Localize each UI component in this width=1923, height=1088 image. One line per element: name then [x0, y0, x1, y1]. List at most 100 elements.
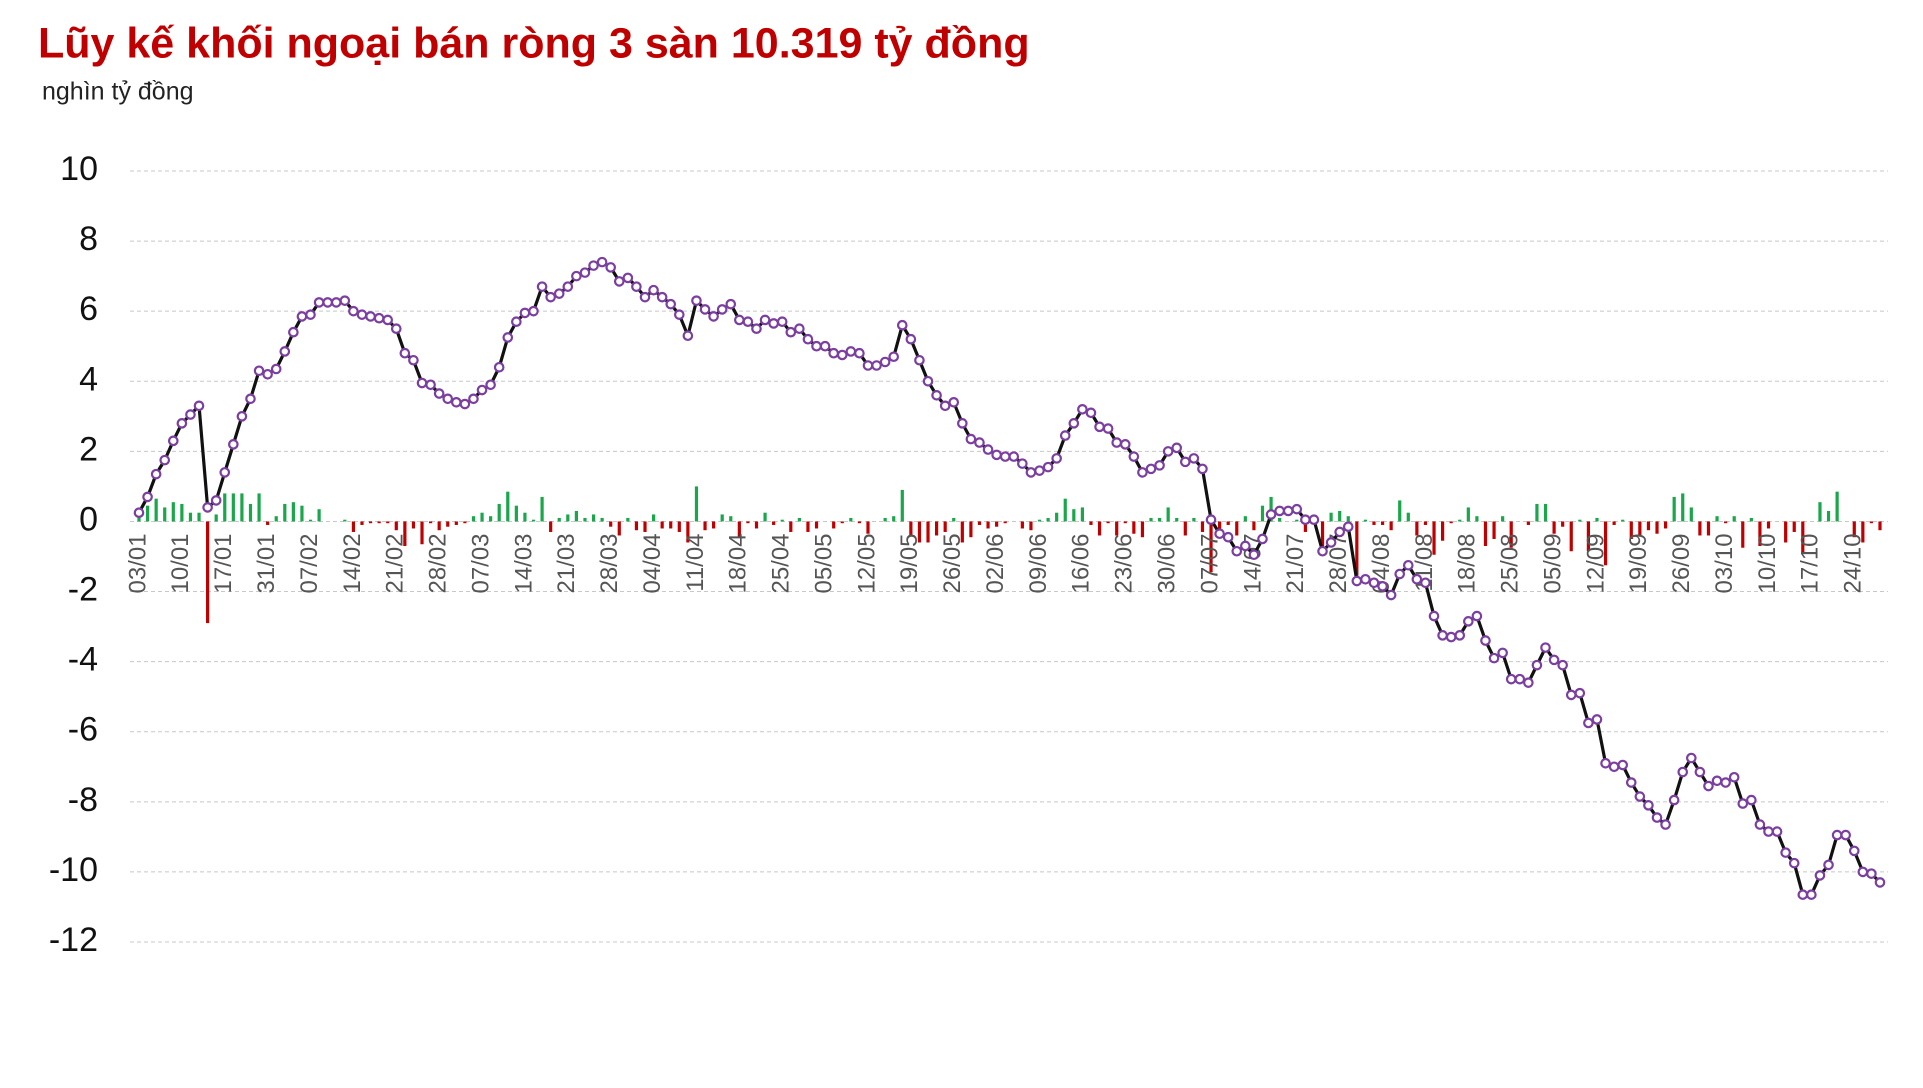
line-marker [270, 363, 282, 375]
line-marker [1128, 451, 1140, 462]
line-marker [1806, 889, 1817, 900]
line-marker [1042, 461, 1054, 473]
bar [1089, 521, 1093, 525]
line-marker [399, 347, 411, 359]
x-tick-label: 18/08 [1454, 533, 1481, 593]
bar [917, 521, 922, 543]
bar [1612, 521, 1616, 525]
bar [540, 496, 544, 522]
line-marker [1823, 859, 1834, 871]
bar [1183, 521, 1187, 536]
bar [471, 516, 476, 522]
line-marker [1677, 766, 1689, 778]
line-marker [1180, 456, 1191, 468]
bar [248, 503, 253, 522]
line-marker [1137, 467, 1148, 478]
line-marker [674, 309, 685, 320]
line-marker [1377, 580, 1388, 592]
bar [343, 519, 347, 522]
bar [1672, 496, 1676, 522]
line-marker [725, 298, 737, 310]
bar [1535, 503, 1539, 522]
bar [1766, 521, 1771, 529]
line-marker [1265, 509, 1277, 520]
bar [223, 493, 227, 522]
bar [1157, 517, 1162, 522]
line-marker [742, 316, 754, 327]
bar [986, 521, 990, 529]
y-tick-label: 0 [79, 500, 98, 538]
x-tick-label: 17/10 [1797, 533, 1824, 593]
bar [1741, 521, 1745, 548]
line-marker [1222, 531, 1234, 543]
line-marker [785, 326, 797, 338]
line-marker [408, 354, 419, 366]
line-marker [1454, 630, 1466, 641]
line-marker [348, 305, 359, 317]
bar [566, 514, 570, 522]
line-marker [751, 323, 762, 335]
y-tick-label: -6 [68, 711, 98, 749]
line-marker [1231, 545, 1243, 557]
bar [1543, 503, 1548, 522]
line-marker [1565, 689, 1577, 701]
chart-subtitle: nghìn tỷ đồng [42, 78, 194, 106]
bar [274, 516, 278, 522]
line-marker [159, 454, 171, 466]
line-marker [811, 340, 822, 352]
bar [1037, 519, 1042, 522]
line-marker [759, 314, 771, 326]
line-marker [545, 291, 556, 303]
bar [291, 502, 295, 522]
line-marker [1711, 775, 1723, 787]
x-tick-label: 28/02 [425, 533, 452, 593]
line-marker [1557, 659, 1568, 671]
line-marker [1874, 877, 1886, 888]
line-marker [1771, 826, 1783, 837]
bar [591, 514, 596, 522]
line-marker [1737, 798, 1749, 809]
bar [1561, 521, 1565, 527]
line-marker [1497, 647, 1508, 659]
bar [583, 517, 587, 522]
line-marker [1797, 889, 1809, 900]
line-marker [322, 297, 333, 308]
bar [703, 521, 707, 531]
bar [514, 505, 518, 522]
line-marker [1505, 673, 1517, 685]
bar [1698, 521, 1702, 536]
line-marker [390, 323, 402, 335]
bar [446, 521, 450, 527]
bar [1097, 521, 1102, 536]
line-marker [854, 347, 865, 359]
line-marker [1008, 451, 1020, 462]
line-marker [1488, 652, 1500, 664]
line-marker [1403, 559, 1414, 571]
bar [1792, 521, 1796, 532]
line-marker [168, 435, 179, 447]
bar [772, 521, 776, 525]
y-tick-label: 6 [79, 290, 98, 328]
line-marker [133, 507, 145, 518]
line-marker [836, 349, 848, 361]
x-tick-label: 10/10 [1754, 533, 1781, 593]
bar [1681, 493, 1685, 522]
line-marker [150, 468, 162, 480]
x-tick-label: 12/05 [853, 533, 880, 593]
line-marker [193, 400, 205, 412]
line-marker [871, 360, 882, 371]
bar [1020, 521, 1024, 529]
bar [926, 521, 930, 543]
bar [1192, 517, 1196, 522]
line-marker [511, 316, 522, 327]
line-marker [433, 388, 445, 399]
line-marker [802, 333, 814, 345]
bar [557, 517, 561, 522]
bar [489, 516, 493, 522]
line-marker [1763, 826, 1774, 837]
line-marker [1608, 761, 1620, 773]
bar [1235, 521, 1239, 536]
line-marker [631, 281, 642, 292]
x-tick-label: 31/01 [253, 533, 280, 593]
bar [832, 521, 836, 529]
